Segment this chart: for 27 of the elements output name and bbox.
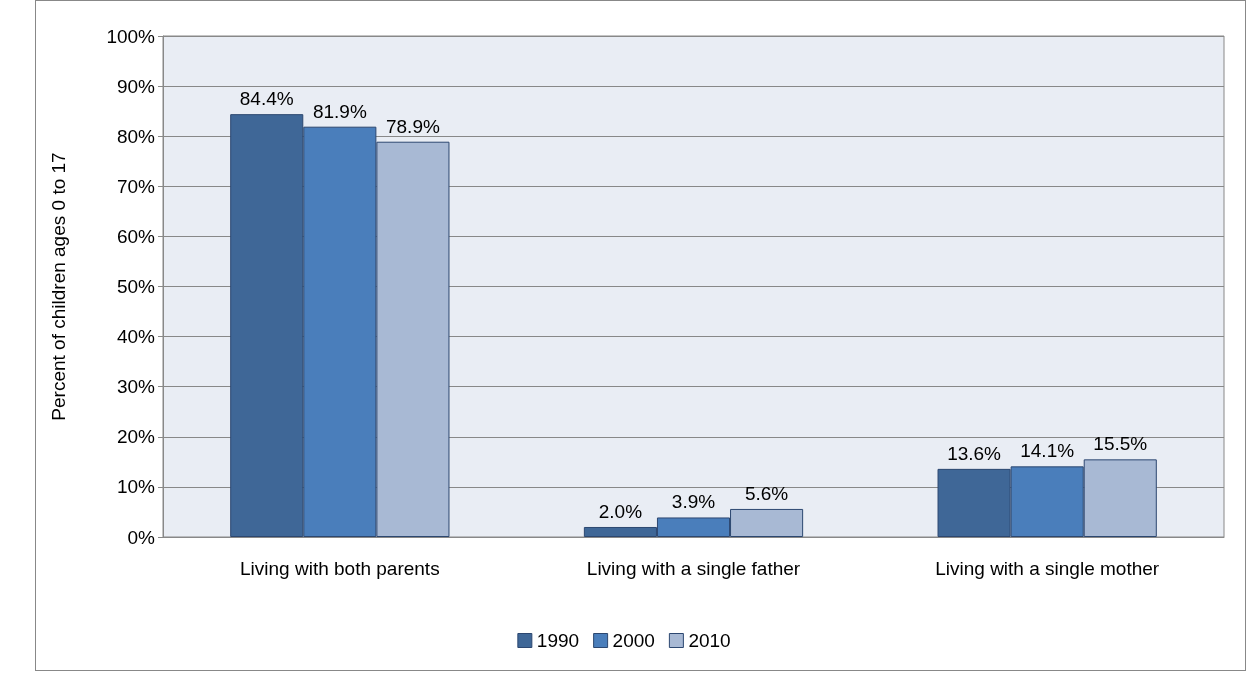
data-label: 5.6%	[744, 482, 789, 504]
x-tick-label: Living with a single father	[586, 558, 801, 579]
y-tick-label: 0%	[127, 526, 156, 548]
y-tick-label: 100%	[106, 25, 156, 47]
data-label: 14.1%	[1020, 440, 1075, 462]
y-tick-label: 90%	[116, 75, 156, 97]
legend-label: 2000	[612, 630, 655, 651]
y-tick-label: 60%	[116, 225, 156, 247]
y-tick-label: 80%	[116, 125, 156, 147]
data-label: 84.4%	[239, 88, 294, 110]
y-tick-label: 70%	[116, 175, 156, 197]
legend-label: 2010	[688, 630, 731, 651]
y-axis-title: Percent of children ages 0 to 17	[48, 152, 69, 421]
y-tick-label: 20%	[116, 426, 156, 448]
data-label: 13.6%	[947, 442, 1002, 464]
y-tick-label: 10%	[116, 476, 156, 498]
data-label: 3.9%	[671, 491, 716, 513]
y-tick-label: 40%	[116, 326, 156, 348]
y-tick-label: 30%	[116, 376, 156, 398]
x-tick-label: Living with both parents	[240, 558, 440, 579]
x-tick-label: Living with a single mother	[935, 558, 1160, 579]
data-label: 15.5%	[1093, 433, 1148, 455]
data-label: 78.9%	[385, 115, 440, 137]
data-label: 81.9%	[312, 100, 367, 122]
legend-label: 1990	[536, 630, 580, 651]
data-label: 2.0%	[598, 500, 643, 522]
y-tick-label: 50%	[116, 276, 156, 297]
